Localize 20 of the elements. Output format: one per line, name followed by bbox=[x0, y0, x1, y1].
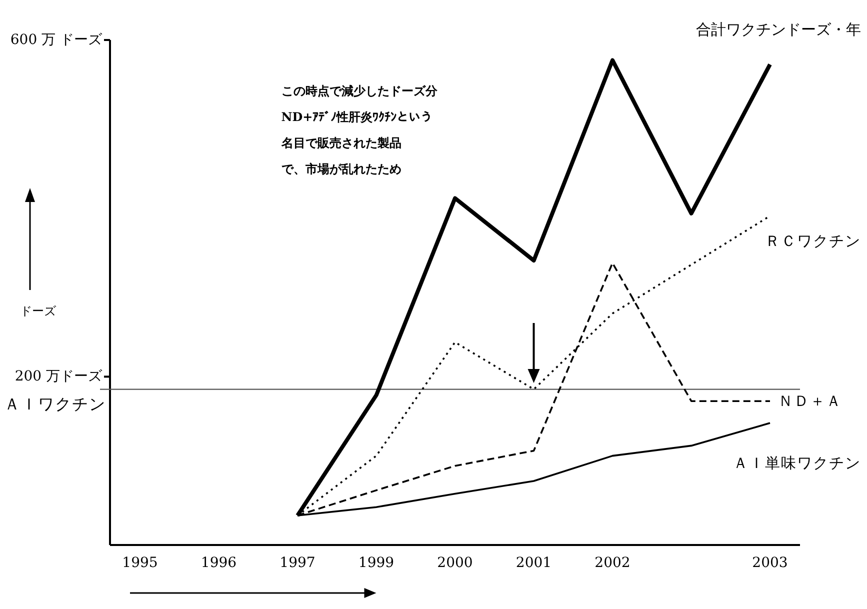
y-axis-title: ドーズ bbox=[20, 304, 57, 318]
x-tick-label: 1997 bbox=[280, 555, 316, 571]
annotation: で、市場が乱れたため bbox=[281, 162, 402, 176]
x-tick-label: 2001 bbox=[516, 555, 552, 571]
y-tick-label: 200 万ドーズ bbox=[14, 368, 103, 385]
annotation: ND+ｱﾃﾞﾉ性肝炎ﾜｸﾁﾝという bbox=[281, 110, 433, 124]
ref-line-label: ＡＩワクチン bbox=[4, 394, 106, 414]
x-tick-label: 1996 bbox=[200, 555, 237, 571]
series-label: ＡＩ単味ワクチン bbox=[733, 454, 861, 472]
text: 合計ワクチンドーズ・年 bbox=[696, 20, 861, 38]
x-tick-label: 2002 bbox=[594, 555, 630, 571]
x-tick-label: 2003 bbox=[752, 555, 788, 571]
series-label: ＲＣワクチン bbox=[765, 232, 861, 250]
x-tick-label: 1999 bbox=[358, 555, 394, 571]
series-label: ＮＤ＋Ａ bbox=[778, 392, 842, 410]
y-tick-label: 600 万 ドーズ bbox=[10, 32, 103, 48]
x-tick-label: 1995 bbox=[122, 555, 158, 571]
x-tick-label: 2000 bbox=[437, 555, 473, 571]
annotation: 名目で販売された製品 bbox=[280, 136, 402, 150]
annotation: この時点で減少したドーズ分 bbox=[281, 84, 438, 98]
